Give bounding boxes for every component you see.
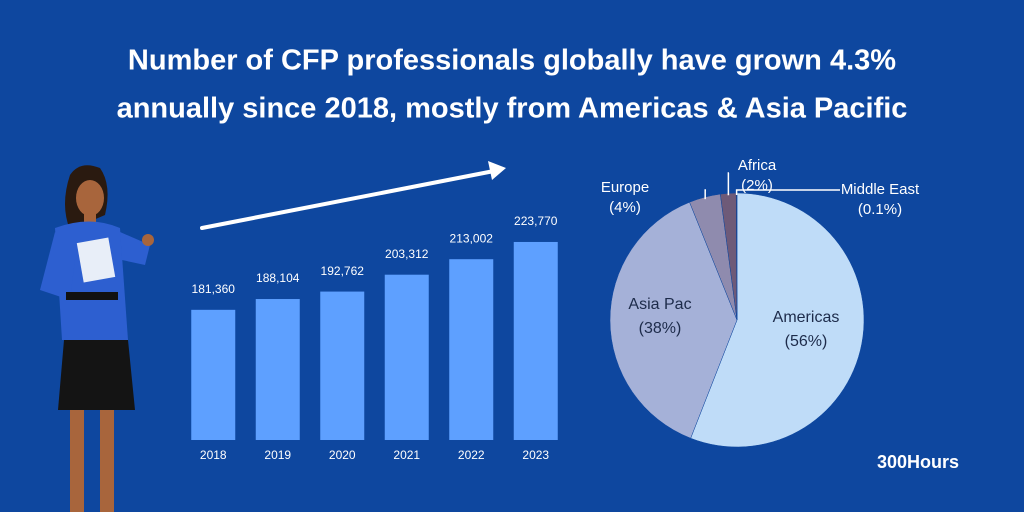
pie-label: Africa (738, 157, 777, 174)
bar (255, 299, 300, 440)
bar (449, 259, 494, 440)
value-label: 188,104 (256, 271, 300, 285)
pie-label: Americas (773, 309, 840, 326)
pie-label: Asia Pac (628, 296, 691, 313)
x-tick-label: 2018 (200, 448, 227, 462)
leader-line (704, 189, 706, 200)
value-label: 203,312 (385, 247, 429, 261)
x-tick-label: 2020 (329, 448, 356, 462)
growth-arrow (200, 161, 506, 230)
pie-slice (609, 201, 738, 439)
pie-value-label: (2%) (741, 177, 773, 194)
title-line-2: annually since 2018, mostly from America… (117, 93, 908, 125)
brand: 300Hours (877, 452, 959, 472)
pie-value-label: (4%) (609, 199, 641, 216)
x-tick-label: 2023 (522, 448, 549, 462)
bar (513, 241, 558, 440)
bar (384, 274, 429, 440)
x-tick-label: 2021 (393, 448, 420, 462)
person-illustration (40, 165, 154, 512)
value-label: 192,762 (321, 264, 365, 278)
pie-slice (690, 192, 865, 448)
value-label: 213,002 (450, 231, 494, 245)
pie-value-label: (56%) (785, 333, 828, 350)
x-tick-label: 2022 (458, 448, 485, 462)
value-label: 181,360 (192, 282, 236, 296)
value-label: 223,770 (514, 214, 558, 228)
pie-value-label: (38%) (639, 320, 682, 337)
title-line-1: Number of CFP professionals globally hav… (128, 45, 896, 77)
bar (320, 291, 365, 440)
bar (191, 309, 236, 440)
pie-value-label: (0.1%) (858, 201, 902, 218)
leader-line (735, 189, 840, 196)
leader-line (727, 172, 730, 196)
pie-label: Europe (601, 179, 649, 196)
pie-label: Middle East (841, 181, 920, 198)
x-tick-label: 2019 (264, 448, 291, 462)
